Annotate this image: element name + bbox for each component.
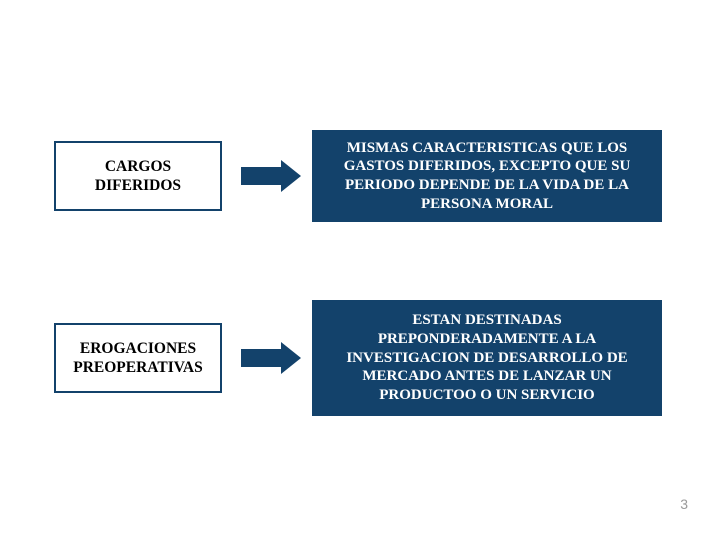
arrow-2 [238, 342, 304, 374]
arrow-right-icon [241, 160, 301, 192]
arrow-right-icon [241, 342, 301, 374]
right-box-erogaciones: ESTAN DESTINADAS PREPONDERADAMENTE A LA … [312, 300, 662, 416]
left-box-label: EROGACIONES PREOPERATIVAS [62, 339, 214, 378]
left-box-label: CARGOS DIFERIDOS [62, 157, 214, 196]
right-box-text: ESTAN DESTINADAS PREPONDERADAMENTE A LA … [324, 311, 650, 405]
left-box-erogaciones: EROGACIONES PREOPERATIVAS [54, 323, 222, 393]
right-box-text: MISMAS CARACTERISTICAS QUE LOS GASTOS DI… [324, 139, 650, 214]
right-box-cargos: MISMAS CARACTERISTICAS QUE LOS GASTOS DI… [312, 130, 662, 222]
left-box-cargos: CARGOS DIFERIDOS [54, 141, 222, 211]
page-number: 3 [680, 496, 688, 512]
diagram-row-1: CARGOS DIFERIDOS MISMAS CARACTERISTICAS … [0, 130, 720, 222]
page-number-value: 3 [680, 496, 688, 512]
diagram-row-2: EROGACIONES PREOPERATIVAS ESTAN DESTINAD… [0, 300, 720, 416]
arrow-1 [238, 160, 304, 192]
